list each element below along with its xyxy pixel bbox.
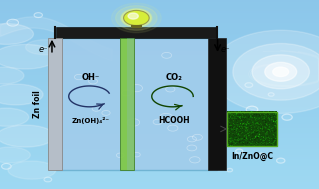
Circle shape [252,55,309,89]
Bar [120,38,134,170]
Ellipse shape [0,67,24,84]
Circle shape [128,13,138,19]
Circle shape [2,163,11,169]
Circle shape [245,83,253,87]
Circle shape [34,13,42,18]
Text: In/ZnO@C: In/ZnO@C [231,152,273,161]
Circle shape [233,43,319,100]
Bar [127,38,134,170]
Circle shape [236,149,243,153]
Circle shape [7,19,19,26]
Circle shape [265,62,297,81]
Circle shape [258,153,265,157]
Ellipse shape [0,44,57,69]
Circle shape [277,158,285,163]
Text: Zn foil: Zn foil [33,90,42,118]
Circle shape [273,67,289,77]
Ellipse shape [26,40,64,55]
Ellipse shape [0,125,54,147]
Circle shape [268,93,274,96]
Circle shape [211,30,319,113]
Circle shape [246,106,258,113]
Circle shape [123,10,149,26]
Text: Zn(OH)₄²⁻: Zn(OH)₄²⁻ [72,117,110,125]
Circle shape [227,168,233,172]
Circle shape [282,114,292,120]
Bar [48,38,62,170]
Bar [227,112,277,146]
Circle shape [44,177,52,182]
Circle shape [112,3,161,33]
Text: CO₂: CO₂ [166,73,182,82]
Ellipse shape [0,108,29,126]
Circle shape [263,130,272,135]
Text: e⁻: e⁻ [38,45,48,54]
Circle shape [122,9,151,27]
Ellipse shape [0,84,43,105]
Circle shape [115,6,157,30]
Ellipse shape [0,147,30,163]
Ellipse shape [8,161,56,179]
Text: OH⁻: OH⁻ [82,73,100,82]
Ellipse shape [0,24,33,44]
Text: HCOOH: HCOOH [158,116,190,125]
Bar [56,27,217,38]
Bar [208,38,226,170]
Bar [56,38,217,170]
Circle shape [121,9,152,27]
Text: e⁻: e⁻ [220,45,230,54]
